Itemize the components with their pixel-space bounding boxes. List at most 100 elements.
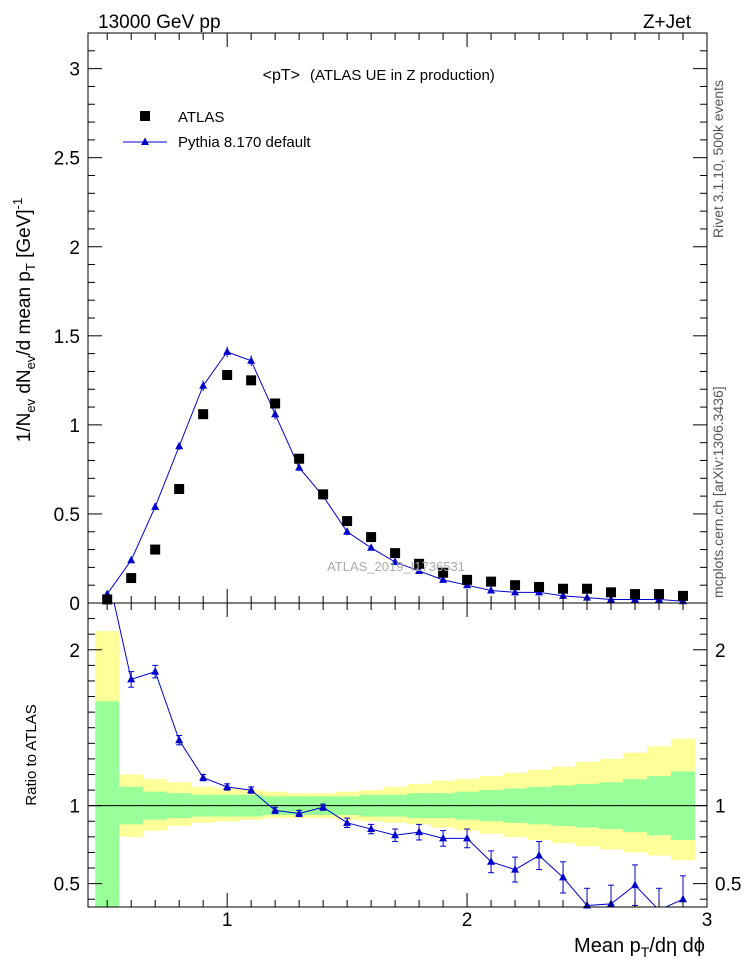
ratio-y-axis-label: Ratio to ATLAS <box>23 704 40 805</box>
ratio-point <box>631 880 640 889</box>
atlas-point <box>390 548 401 559</box>
rivet-label: Rivet 3.1.10, 500k events <box>710 80 726 238</box>
atlas-point <box>198 409 209 420</box>
ratio-lines <box>113 603 684 907</box>
ratio-point <box>175 735 184 744</box>
pythia-point <box>175 441 184 450</box>
ratio-y-tick-label-right: 2 <box>715 641 726 662</box>
atlas-point <box>606 587 617 598</box>
ratio-point <box>367 824 376 833</box>
atlas-point <box>534 581 545 592</box>
ratio-point <box>415 827 424 836</box>
atlas-point <box>582 583 593 594</box>
atlas-point <box>270 398 281 409</box>
x-tick-label: 1 <box>222 910 233 931</box>
atlas-point <box>438 567 449 578</box>
analysis-watermark: ATLAS_2019_I1736531 <box>327 559 465 574</box>
x-tick-label: 3 <box>702 910 713 931</box>
ratio-point <box>487 857 496 865</box>
pythia-point <box>247 356 256 364</box>
ratio-marks <box>104 602 688 909</box>
chart-title: <pT> <box>263 67 300 84</box>
pythia-point <box>295 463 304 471</box>
labels: 00.511.522.531 2 30.5 0.51 12 2 <box>54 60 742 931</box>
atlas-point <box>318 489 329 500</box>
pythia-point <box>223 347 232 355</box>
pythia-point <box>439 575 448 583</box>
atlas-point <box>630 589 641 600</box>
main-y-tick-label: 2 <box>69 238 80 259</box>
pythia-point <box>391 557 400 566</box>
legend-pythia-marker <box>141 137 149 145</box>
atlas-point <box>294 453 305 464</box>
main-y-tick-label: 2.5 <box>54 149 80 170</box>
ratio-point <box>679 894 688 903</box>
main-y-tick-label: 0.5 <box>54 505 80 526</box>
pythia-point <box>343 527 352 535</box>
band-inner-bin <box>95 701 120 907</box>
ratio-y-tick-label-left: 0.5 <box>54 875 80 896</box>
atlas-point <box>510 580 521 591</box>
legend-atlas-marker <box>140 111 150 121</box>
ratio-point <box>199 773 208 781</box>
ratio-y-tick-label-left: 2 <box>69 641 80 662</box>
atlas-point <box>366 532 377 543</box>
ratio-frame <box>87 602 708 908</box>
main-y-tick-label: 1.5 <box>54 327 80 348</box>
ratio-y-tick-label-left: 1 <box>69 797 80 818</box>
ratio-point <box>343 818 352 826</box>
ratio-point <box>535 851 544 859</box>
legend-atlas-label: ATLAS <box>178 109 224 126</box>
ratio-point <box>439 833 448 842</box>
atlas-point <box>222 370 233 380</box>
pythia-point <box>367 543 376 551</box>
main-y-tick-label: 0 <box>69 594 80 615</box>
ratio-point <box>511 865 520 873</box>
main-y-tick-label: 3 <box>69 60 80 81</box>
atlas-point <box>558 583 569 594</box>
svg-text:1/Nev dNev/d mean pT [GeV]-1: 1/Nev dNev/d mean pT [GeV]-1 <box>10 198 38 443</box>
ratio-y-tick-label-right: 1 <box>715 797 726 818</box>
atlas-point <box>486 576 497 587</box>
main-y-axis-label: 1/Nev dNev/d mean pT [GeV]-1 <box>10 198 38 443</box>
chart-subtitle: (ATLAS UE in Z production) <box>310 67 495 84</box>
atlas-point <box>654 589 665 600</box>
ratio-point <box>271 805 280 814</box>
ratio-pythia-line <box>113 603 684 907</box>
main-y-tick-label: 1 <box>69 416 80 437</box>
svg-text:Mean pT/dη dϕ: Mean pT/dη dϕ <box>574 935 705 960</box>
atlas-point <box>414 558 425 569</box>
mcplots-label: mcplots.cern.ch [arXiv:1306.3436] <box>710 386 726 598</box>
pythia-point <box>487 586 496 594</box>
atlas-point <box>462 574 473 585</box>
ratio-point <box>559 872 568 881</box>
atlas-point <box>678 590 689 601</box>
atlas-point <box>174 484 185 494</box>
ratio-point <box>391 830 400 839</box>
ratio-point <box>319 802 328 811</box>
ratio-point <box>295 808 304 817</box>
pythia-point <box>511 587 520 596</box>
header-right: Z+Jet <box>643 12 692 33</box>
atlas-point <box>150 544 161 555</box>
ratio-point <box>223 782 232 790</box>
pythia-point <box>559 591 568 599</box>
ratio-point <box>247 785 256 794</box>
legend-pythia-label: Pythia 8.170 default <box>178 134 311 151</box>
pythia-point <box>271 409 280 418</box>
x-axis-label: Mean pT/dη dϕ <box>574 935 705 960</box>
ratio-point <box>463 833 472 842</box>
atlas-point <box>246 375 257 386</box>
pythia-point <box>127 555 136 564</box>
pythia-point <box>415 566 424 574</box>
ratio-point <box>127 674 136 683</box>
ratio-y-tick-label-right: 0.5 <box>715 875 741 896</box>
pythia-point <box>151 502 160 510</box>
atlas-point <box>342 516 353 527</box>
ticks <box>88 32 707 907</box>
x-tick-label: 2 <box>462 910 473 931</box>
header-left: 13000 GeV pp <box>98 12 221 33</box>
ratio-bands <box>95 631 696 907</box>
atlas-point <box>126 573 137 584</box>
